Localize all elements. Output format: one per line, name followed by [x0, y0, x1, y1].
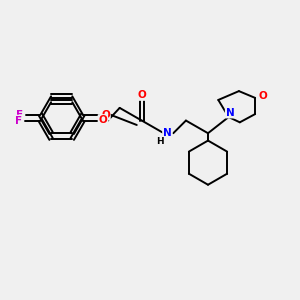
Text: O: O — [258, 92, 267, 101]
Text: F: F — [15, 116, 22, 126]
Text: F: F — [16, 110, 23, 120]
Text: O: O — [101, 110, 110, 120]
Text: N: N — [226, 108, 235, 118]
Text: N: N — [163, 128, 172, 138]
Text: O: O — [98, 115, 107, 125]
Text: H: H — [157, 137, 164, 146]
Text: O: O — [138, 90, 147, 100]
